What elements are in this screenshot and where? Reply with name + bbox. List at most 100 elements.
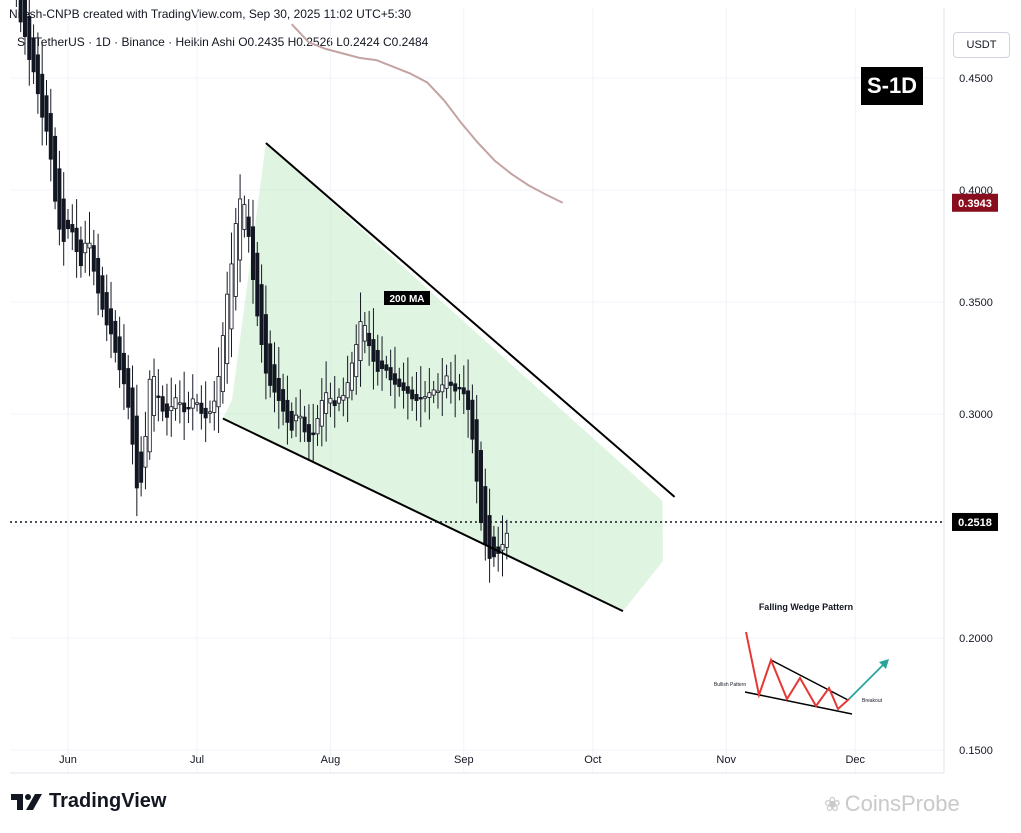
candle-body <box>272 364 277 393</box>
candle-body <box>130 387 135 445</box>
candle-body <box>457 387 462 390</box>
candle-body <box>66 219 71 230</box>
candle-body <box>401 382 406 391</box>
candle-body <box>216 376 221 408</box>
candle-body <box>139 451 144 483</box>
candle-body <box>435 390 440 393</box>
candle-body <box>276 378 281 401</box>
candle-body <box>362 325 367 342</box>
x-tick-label: Sep <box>454 754 474 766</box>
candle-body <box>104 292 109 326</box>
y-tick-label: 0.4500 <box>959 73 993 85</box>
candle-body <box>113 320 118 353</box>
candle-body <box>405 386 410 394</box>
candle-body <box>427 392 432 398</box>
y-tick-label: 0.3000 <box>959 409 993 421</box>
candle-body <box>48 113 53 160</box>
candle-body <box>461 387 466 395</box>
candle-body <box>74 227 79 253</box>
wedge-fill <box>222 142 663 612</box>
ma-annotation: 200 MA <box>389 294 424 305</box>
x-tick-label: Oct <box>584 754 601 766</box>
tradingview-icon <box>11 793 42 810</box>
candle-body <box>263 314 268 374</box>
candle-body <box>109 308 114 335</box>
candle-body <box>289 410 294 431</box>
candle-body <box>212 400 217 413</box>
candle-body <box>448 381 453 386</box>
candle-body <box>177 402 182 405</box>
candle-body <box>414 394 419 401</box>
candle-body <box>375 350 380 372</box>
candle-body <box>190 398 195 409</box>
candle-body <box>242 204 247 230</box>
x-tick-label: Jul <box>190 754 204 766</box>
candle-body <box>410 389 415 400</box>
candle-body <box>392 373 397 385</box>
candle-body <box>302 416 307 433</box>
coinsprobe-icon: ❀ <box>824 793 841 816</box>
candle-body <box>35 54 40 95</box>
candle-body <box>18 0 23 23</box>
tradingview-logo[interactable]: TradingView <box>11 790 166 813</box>
creator-line: Nilesh-CNPB created with TradingView.com… <box>9 7 412 21</box>
candle-body <box>96 257 101 294</box>
candle-body <box>78 239 83 266</box>
candle-body <box>466 390 471 410</box>
candle-body <box>440 384 445 393</box>
candle-body <box>337 396 342 404</box>
ma-200-line <box>290 23 564 204</box>
candle-body <box>384 364 389 371</box>
candle-body <box>294 414 299 422</box>
arrow-head-icon <box>879 659 889 669</box>
candle-body <box>160 396 165 412</box>
candle-body <box>418 397 423 400</box>
inset-lower-line <box>744 691 853 715</box>
candle-body <box>91 245 96 272</box>
candle-body <box>487 515 492 559</box>
candles <box>15 0 509 583</box>
x-tick-label: Aug <box>321 754 341 766</box>
x-axis-ticks: Jun Jul Aug Sep Oct Nov Dec <box>59 754 865 766</box>
candle-body <box>147 378 152 453</box>
candle-body <box>203 407 208 419</box>
candle-body <box>173 397 178 410</box>
candle-body <box>380 360 385 370</box>
candle-body <box>246 216 251 237</box>
grid-lines <box>10 8 944 773</box>
candle-body <box>474 419 479 482</box>
candle-body <box>225 293 230 365</box>
current-price-badge <box>952 512 998 531</box>
candle-body <box>491 536 496 558</box>
inset-left-label: Bullish Pattern <box>714 682 746 688</box>
ma-price-badge <box>952 193 998 212</box>
inset-breakout-line <box>848 663 885 700</box>
candle-body <box>207 411 212 414</box>
symbol-badge: S-1D <box>861 67 923 105</box>
candle-body <box>22 0 27 37</box>
candle-body <box>57 168 62 230</box>
symbol-legend: S / TetherUS · 1D · Binance · Heikin Ash… <box>17 35 429 49</box>
candle-body <box>87 242 92 249</box>
candle-body <box>44 95 49 132</box>
candle-body <box>83 242 88 254</box>
inset-upper-line <box>770 659 849 701</box>
inset-title: Falling Wedge Pattern <box>759 602 853 612</box>
y-axis-ticks: 0.65000.60000.55000.50000.45000.40000.35… <box>959 73 993 757</box>
candle-body <box>285 399 290 423</box>
candle-body <box>444 375 449 389</box>
candle-body <box>229 263 234 330</box>
y-tick-label: 0.3500 <box>959 297 993 309</box>
candle-body <box>470 399 475 440</box>
currency-button[interactable]: USDT <box>953 32 1010 58</box>
candle-body <box>341 395 346 401</box>
candle-body <box>298 415 303 419</box>
candle-body <box>306 424 311 442</box>
ma-price-label: 0.3943 <box>958 198 992 210</box>
candle-body <box>255 252 260 317</box>
current-price-label: 0.2518 <box>958 517 992 529</box>
candle-body <box>31 37 36 73</box>
wedge-upper-trendline <box>265 142 676 498</box>
candle-body <box>117 336 122 371</box>
